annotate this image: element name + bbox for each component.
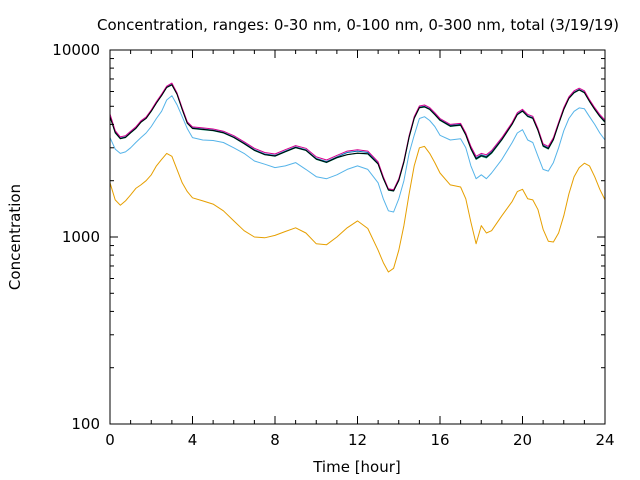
chart-title: Concentration, ranges: 0-30 nm, 0-100 nm… [97, 16, 619, 34]
series-line-5 [109, 82, 606, 191]
x-tick-label: 4 [188, 431, 198, 449]
y-axis-label: Concentration [6, 184, 24, 290]
y-tick-label: 100 [71, 415, 100, 433]
x-axis-label: Time [hour] [312, 458, 401, 476]
x-tick-label: 20 [513, 431, 532, 449]
x-tick-label: 12 [348, 431, 367, 449]
series-line-3 [109, 84, 606, 192]
y-tick-label: 1000 [62, 228, 100, 246]
series-line-2 [109, 95, 606, 213]
series-line-4 [109, 83, 606, 192]
x-tick-label: 0 [105, 431, 115, 449]
series-layer [109, 82, 606, 273]
series-line-6 [109, 84, 606, 192]
x-tick-label: 16 [430, 431, 449, 449]
x-tick-label: 8 [270, 431, 280, 449]
y-tick-label: 10000 [52, 41, 100, 59]
plot-frame [109, 49, 606, 425]
tick-layer: 0 4 8 12 16 20 24 100 1000 10000 [52, 41, 614, 449]
series-line-1 [109, 145, 606, 273]
x-tick-label: 24 [595, 431, 614, 449]
